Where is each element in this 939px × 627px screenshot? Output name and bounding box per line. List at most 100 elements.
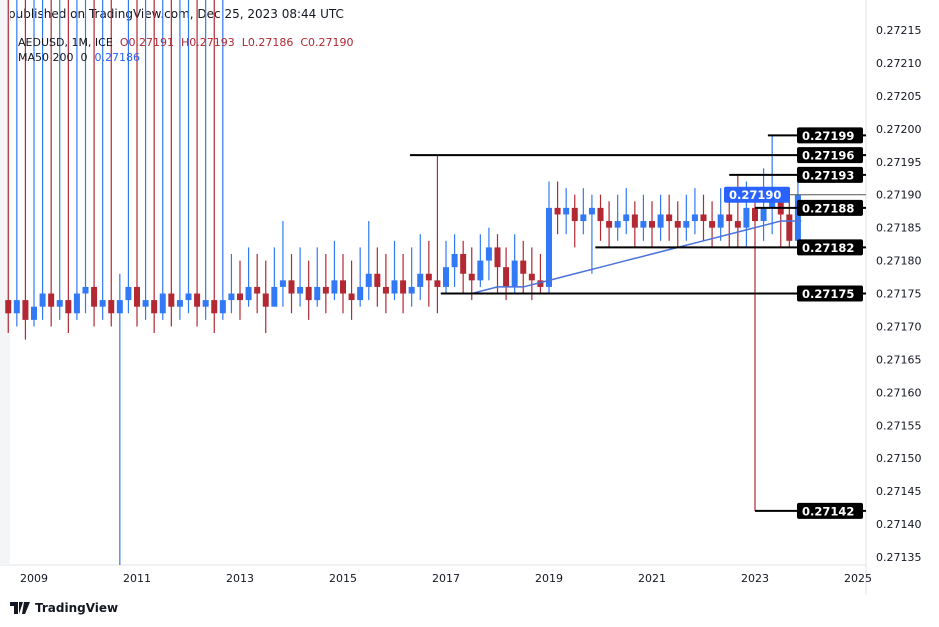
candle-body bbox=[494, 247, 501, 268]
candle-body bbox=[734, 221, 741, 228]
open-value: O0.27191 bbox=[119, 36, 174, 49]
candle-body bbox=[657, 214, 664, 228]
candle bbox=[769, 135, 776, 235]
candle bbox=[134, 0, 141, 327]
candle bbox=[125, 0, 132, 314]
candle-body bbox=[305, 286, 312, 301]
candle bbox=[623, 188, 630, 235]
candle-body bbox=[151, 300, 158, 314]
candle bbox=[314, 247, 321, 307]
candle-body bbox=[202, 300, 209, 307]
price-chart[interactable]: 0.27215 0.27210 0.27205 0.27200 0.27195 0.271… bbox=[0, 0, 939, 595]
candle bbox=[408, 247, 415, 307]
candle bbox=[477, 234, 484, 287]
candle bbox=[511, 234, 518, 294]
candle bbox=[709, 201, 716, 248]
ma-line bbox=[440, 220, 802, 295]
y-tick-label: 0.27165 bbox=[876, 353, 922, 366]
candle bbox=[717, 188, 724, 241]
candle-body bbox=[194, 293, 201, 307]
candle bbox=[425, 240, 432, 307]
candle-body bbox=[73, 293, 80, 314]
candle bbox=[614, 194, 621, 241]
candle bbox=[159, 0, 166, 320]
candle bbox=[202, 0, 209, 320]
price-label: 0.27182 bbox=[802, 241, 854, 255]
candle-body bbox=[219, 300, 226, 314]
candle-body bbox=[31, 306, 38, 320]
candle bbox=[194, 0, 201, 327]
candle bbox=[443, 240, 450, 294]
candle-body bbox=[56, 300, 63, 307]
price-label-bg bbox=[724, 186, 790, 203]
candle-body bbox=[588, 207, 595, 215]
candle bbox=[13, 0, 20, 327]
candle-body bbox=[39, 293, 46, 307]
candle bbox=[237, 260, 244, 320]
candle-body bbox=[614, 221, 621, 228]
price-label-bg bbox=[797, 166, 863, 183]
left-margin bbox=[0, 0, 10, 565]
footer: TradingView bbox=[10, 601, 118, 615]
candle-body bbox=[374, 273, 381, 287]
candle bbox=[305, 260, 312, 320]
symbol-label[interactable]: AEDUSD, 1M, ICE bbox=[18, 36, 113, 49]
candle bbox=[374, 247, 381, 307]
candle-body bbox=[554, 207, 561, 215]
candle-body bbox=[82, 286, 89, 294]
candle bbox=[391, 240, 398, 301]
candle bbox=[48, 0, 55, 327]
candle bbox=[494, 234, 501, 294]
candle-body bbox=[760, 207, 767, 222]
candle-body bbox=[786, 214, 793, 241]
candle-body bbox=[340, 280, 347, 294]
candle-body bbox=[709, 221, 716, 228]
candle-body bbox=[537, 280, 544, 287]
candle-body bbox=[777, 194, 784, 215]
candle-body bbox=[228, 293, 235, 301]
price-label-bg bbox=[797, 147, 863, 164]
candle bbox=[56, 0, 63, 320]
candle-body bbox=[357, 286, 364, 301]
x-tick-label: 2013 bbox=[226, 572, 254, 585]
candle bbox=[5, 0, 12, 334]
candle bbox=[434, 155, 441, 314]
candle bbox=[597, 194, 604, 241]
tradingview-logo-icon bbox=[10, 602, 30, 614]
candle bbox=[683, 194, 690, 241]
candle bbox=[700, 194, 707, 241]
candle bbox=[460, 240, 467, 294]
x-tick-label: 2011 bbox=[123, 572, 151, 585]
candle-body bbox=[13, 300, 20, 314]
brand-name: TradingView bbox=[35, 601, 119, 615]
candle-body bbox=[503, 267, 510, 287]
y-tick-label: 0.27175 bbox=[876, 288, 922, 301]
candle-body bbox=[271, 286, 278, 307]
candle bbox=[760, 168, 767, 241]
candle-body bbox=[279, 280, 286, 287]
candle-body bbox=[623, 214, 630, 222]
candle-body bbox=[606, 221, 613, 228]
candle bbox=[520, 240, 527, 294]
candle-body bbox=[571, 207, 578, 222]
candle bbox=[22, 0, 29, 340]
candle bbox=[640, 194, 647, 241]
candle-body bbox=[331, 280, 338, 294]
candle bbox=[254, 253, 261, 314]
y-tick-label: 0.27160 bbox=[876, 386, 922, 399]
candle bbox=[39, 0, 46, 320]
y-tick-label: 0.27215 bbox=[876, 24, 922, 37]
candle-body bbox=[134, 286, 141, 307]
candle-body bbox=[168, 293, 175, 307]
ma-label[interactable]: MA50 200 bbox=[18, 51, 74, 64]
candle bbox=[322, 253, 329, 314]
candle bbox=[91, 0, 98, 327]
candle bbox=[271, 247, 278, 307]
candle-body bbox=[108, 300, 115, 314]
candle-body bbox=[365, 273, 372, 287]
x-tick-label: 2019 bbox=[535, 572, 563, 585]
candle bbox=[99, 0, 106, 320]
x-tick-label: 2017 bbox=[432, 572, 460, 585]
candle-body bbox=[726, 214, 733, 222]
candle bbox=[288, 253, 295, 314]
